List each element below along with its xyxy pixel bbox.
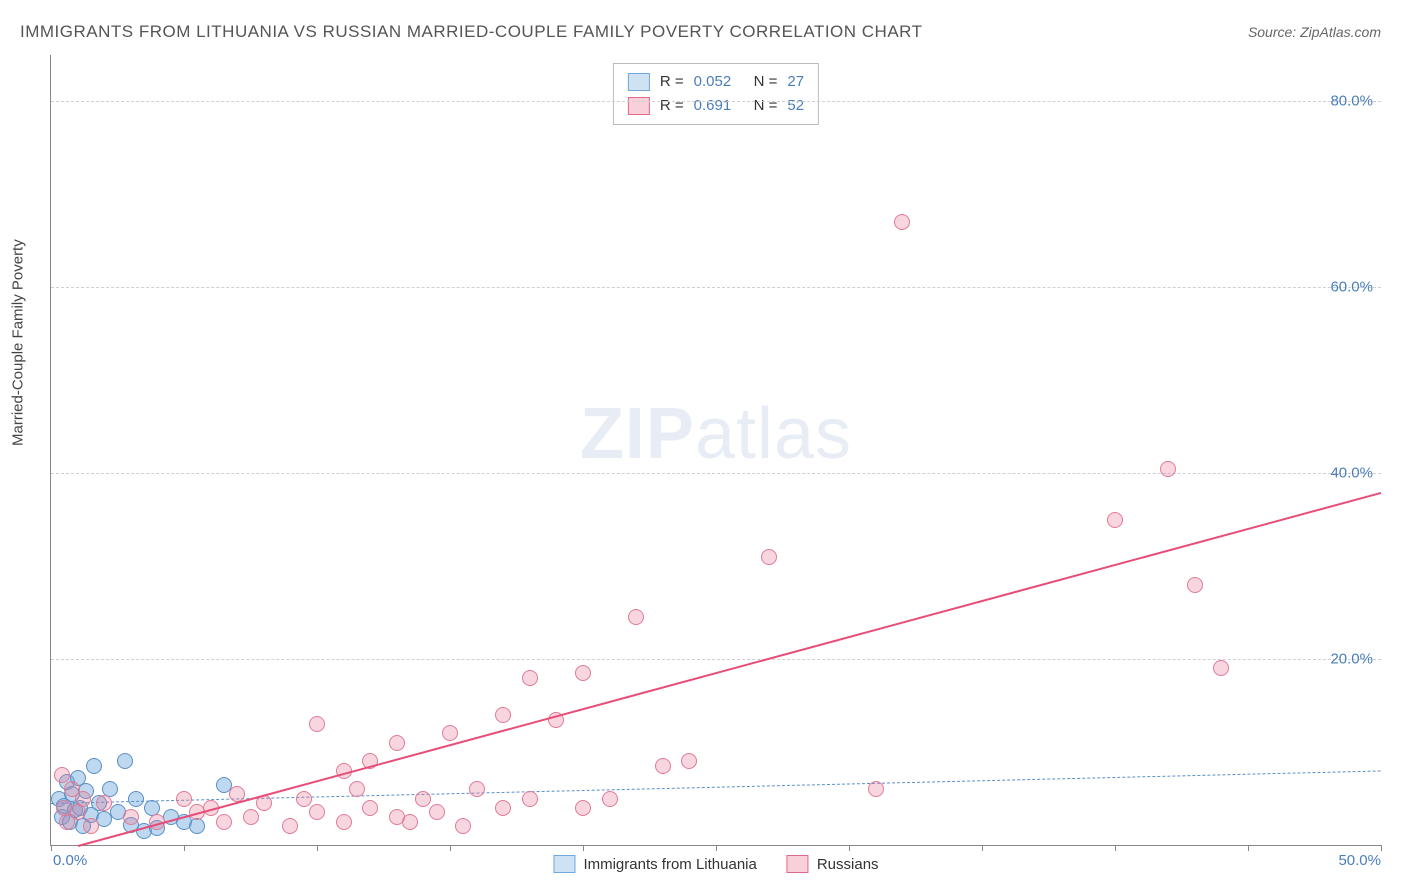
correlation-legend: R = 0.052 N = 27 R = 0.691 N = 52 bbox=[613, 63, 819, 125]
gridline bbox=[51, 659, 1381, 660]
watermark: ZIPatlas bbox=[580, 393, 852, 475]
x-tick bbox=[1115, 845, 1116, 851]
regression-line bbox=[77, 492, 1381, 847]
legend-label: Russians bbox=[817, 856, 879, 873]
gridline bbox=[51, 101, 1381, 102]
y-tick-label: 20.0% bbox=[1330, 651, 1373, 668]
x-tick bbox=[583, 845, 584, 851]
data-point bbox=[117, 753, 133, 769]
x-tick bbox=[1248, 845, 1249, 851]
legend-label: Immigrants from Lithuania bbox=[583, 856, 756, 873]
data-point bbox=[96, 795, 112, 811]
n-value: 27 bbox=[787, 70, 804, 94]
data-point bbox=[402, 814, 418, 830]
data-point bbox=[868, 781, 884, 797]
data-point bbox=[429, 804, 445, 820]
source-credit: Source: ZipAtlas.com bbox=[1248, 24, 1381, 40]
x-tick bbox=[184, 845, 185, 851]
r-label: R = bbox=[660, 70, 684, 94]
data-point bbox=[336, 814, 352, 830]
legend-item-lithuania: Immigrants from Lithuania bbox=[553, 855, 756, 873]
data-point bbox=[655, 758, 671, 774]
data-point bbox=[362, 800, 378, 816]
data-point bbox=[442, 725, 458, 741]
data-point bbox=[522, 791, 538, 807]
data-point bbox=[70, 804, 86, 820]
watermark-zip: ZIP bbox=[580, 394, 695, 474]
data-point bbox=[575, 800, 591, 816]
gridline bbox=[51, 473, 1381, 474]
data-point bbox=[455, 818, 471, 834]
x-tick bbox=[716, 845, 717, 851]
data-point bbox=[522, 670, 538, 686]
gridline bbox=[51, 287, 1381, 288]
data-point bbox=[349, 781, 365, 797]
data-point bbox=[628, 609, 644, 625]
data-point bbox=[75, 791, 91, 807]
data-point bbox=[495, 800, 511, 816]
n-label: N = bbox=[754, 94, 778, 118]
data-point bbox=[415, 791, 431, 807]
data-point bbox=[309, 716, 325, 732]
y-tick-label: 60.0% bbox=[1330, 279, 1373, 296]
plot-area: ZIPatlas R =0.052N =27R =0.691N =52 Immi… bbox=[50, 55, 1381, 846]
data-point bbox=[83, 818, 99, 834]
data-point bbox=[681, 753, 697, 769]
data-point bbox=[123, 809, 139, 825]
data-point bbox=[1160, 461, 1176, 477]
correlation-legend-row: R = 0.052 N = 27 bbox=[628, 70, 804, 94]
data-point bbox=[469, 781, 485, 797]
swatch-icon bbox=[628, 97, 650, 115]
correlation-legend-row: R = 0.691 N = 52 bbox=[628, 94, 804, 118]
series-legend: Immigrants from Lithuania Russians bbox=[553, 855, 878, 873]
r-value: 0.691 bbox=[694, 94, 744, 118]
x-tick-label: 0.0% bbox=[53, 852, 87, 869]
data-point bbox=[128, 791, 144, 807]
data-point bbox=[216, 814, 232, 830]
data-point bbox=[86, 758, 102, 774]
data-point bbox=[296, 791, 312, 807]
data-point bbox=[761, 549, 777, 565]
data-point bbox=[575, 665, 591, 681]
n-value: 52 bbox=[787, 94, 804, 118]
x-tick bbox=[849, 845, 850, 851]
data-point bbox=[1187, 577, 1203, 593]
y-axis-label: Married-Couple Family Poverty bbox=[10, 239, 27, 446]
x-tick bbox=[317, 845, 318, 851]
data-point bbox=[54, 767, 70, 783]
swatch-icon bbox=[553, 855, 575, 873]
x-tick-label: 50.0% bbox=[1338, 852, 1381, 869]
data-point bbox=[1107, 512, 1123, 528]
data-point bbox=[243, 809, 259, 825]
watermark-atlas: atlas bbox=[695, 394, 852, 474]
data-point bbox=[282, 818, 298, 834]
swatch-icon bbox=[787, 855, 809, 873]
x-tick bbox=[450, 845, 451, 851]
r-label: R = bbox=[660, 94, 684, 118]
y-tick-label: 40.0% bbox=[1330, 465, 1373, 482]
chart-title: IMMIGRANTS FROM LITHUANIA VS RUSSIAN MAR… bbox=[20, 22, 923, 42]
data-point bbox=[176, 791, 192, 807]
data-point bbox=[894, 214, 910, 230]
data-point bbox=[1213, 660, 1229, 676]
data-point bbox=[602, 791, 618, 807]
data-point bbox=[495, 707, 511, 723]
y-tick-label: 80.0% bbox=[1330, 93, 1373, 110]
n-label: N = bbox=[754, 70, 778, 94]
swatch-icon bbox=[628, 73, 650, 91]
data-point bbox=[389, 735, 405, 751]
x-tick bbox=[51, 845, 52, 851]
x-tick bbox=[1381, 845, 1382, 851]
legend-item-russians: Russians bbox=[787, 855, 879, 873]
data-point bbox=[309, 804, 325, 820]
r-value: 0.052 bbox=[694, 70, 744, 94]
data-point bbox=[189, 818, 205, 834]
x-tick bbox=[982, 845, 983, 851]
